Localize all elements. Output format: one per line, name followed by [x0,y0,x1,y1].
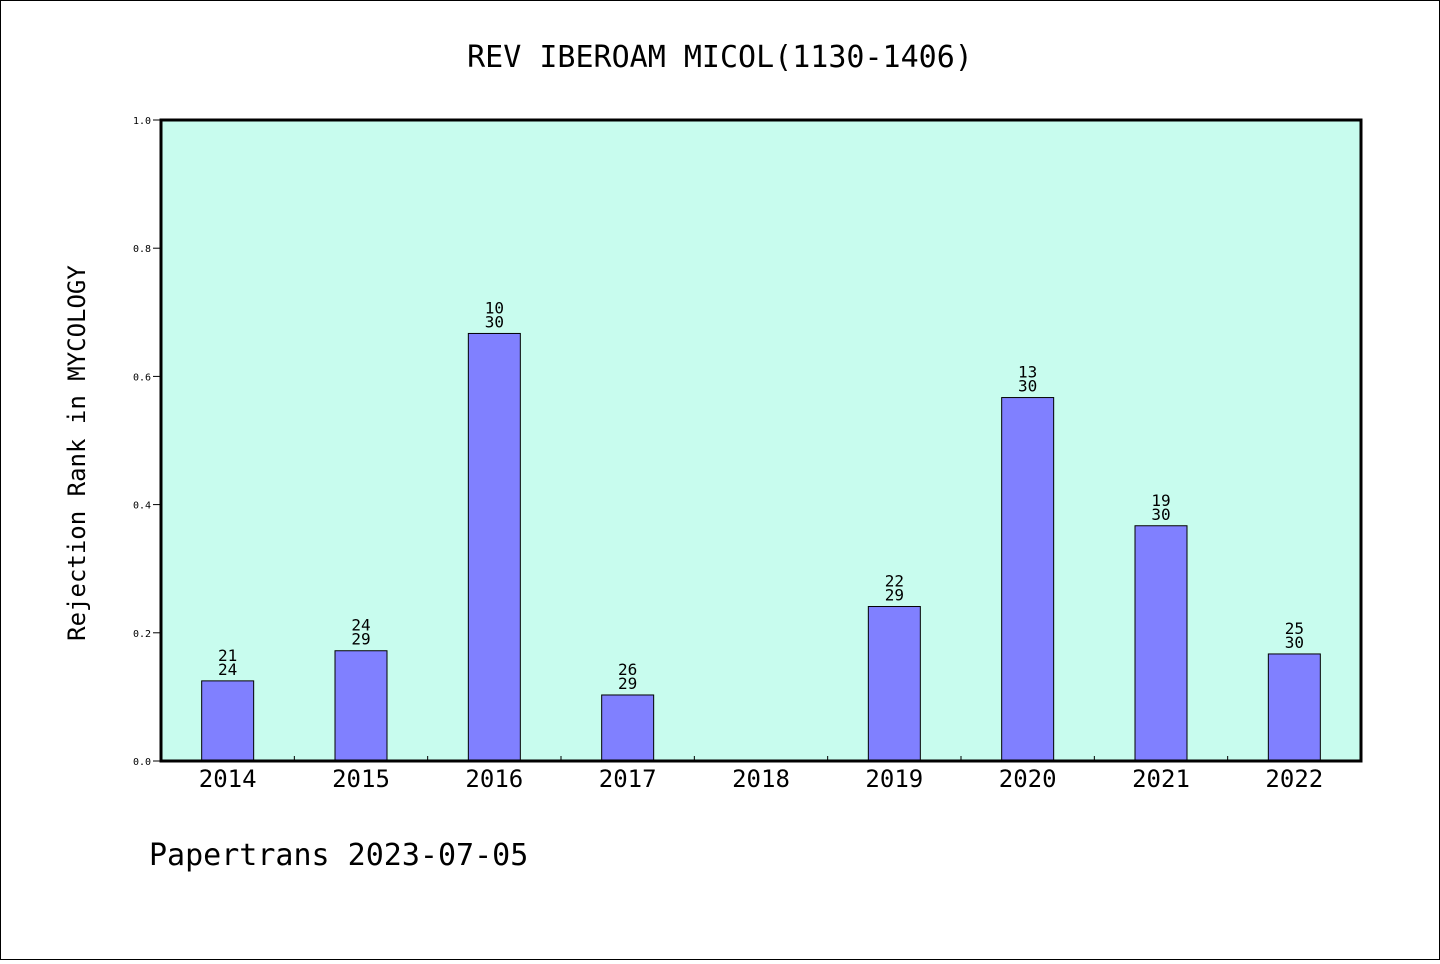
bar-2014 [201,680,255,762]
x-tick-label: 2018 [732,765,790,793]
bar-2016 [467,332,521,762]
bar-rank-label: 21 [218,646,237,665]
bar-rank-label: 13 [1018,363,1037,382]
y-tick-label: 1.0 [133,116,151,127]
bar-rank-label: 26 [618,660,637,679]
bar-2022 [1267,653,1321,762]
x-tick-label: 2021 [1132,765,1190,793]
y-axis: 0.0 0.2 0.4 0.6 0.8 1.0 [133,116,161,768]
bar-total-label: 24 [218,660,237,679]
footer-credit: Papertrans 2023-07-05 [149,838,528,873]
bar-2021 [1134,525,1188,762]
x-tick-label: 2020 [999,765,1057,793]
y-tick-label: 0.2 [133,629,151,640]
bar-2019 [867,606,921,762]
bar-total-label: 30 [485,312,504,331]
y-tick-label: 0.4 [133,501,151,512]
x-tick-label: 2019 [865,765,923,793]
bar-2020 [1001,397,1055,762]
y-tick-label: 0.0 [133,757,151,768]
bar-total-label: 30 [1285,633,1304,652]
bar-total-label: 29 [885,586,904,605]
y-tick-label: 0.8 [133,244,151,255]
bar-total-label: 30 [1151,505,1170,524]
y-tick-label: 0.6 [133,372,151,383]
bar-rank-label: 10 [485,298,504,317]
bar-total-label: 29 [351,630,370,649]
x-tick-label: 2016 [465,765,523,793]
chart-title: REV IBEROAM MICOL(1130-1406) [467,40,973,75]
x-tick-label: 2015 [332,765,390,793]
bar-rank-label: 22 [885,572,904,591]
bar-rank-label: 24 [351,616,370,635]
x-tick-label: 2017 [599,765,657,793]
bar-2015 [334,650,388,762]
x-tick-label: 2014 [199,765,257,793]
bar-rank-label: 25 [1285,619,1304,638]
x-tick-label: 2022 [1265,765,1323,793]
bar-2017 [601,694,655,762]
bar-total-label: 30 [1018,377,1037,396]
bar-rank-label: 19 [1151,491,1170,510]
y-axis-label: Rejection Rank in MYCOLOGY [63,265,91,641]
bar-total-label: 29 [618,674,637,693]
plot-border [159,118,1363,763]
x-axis: 2014 2015 2016 2017 2018 2019 2020 2021 2022 [199,756,1323,793]
